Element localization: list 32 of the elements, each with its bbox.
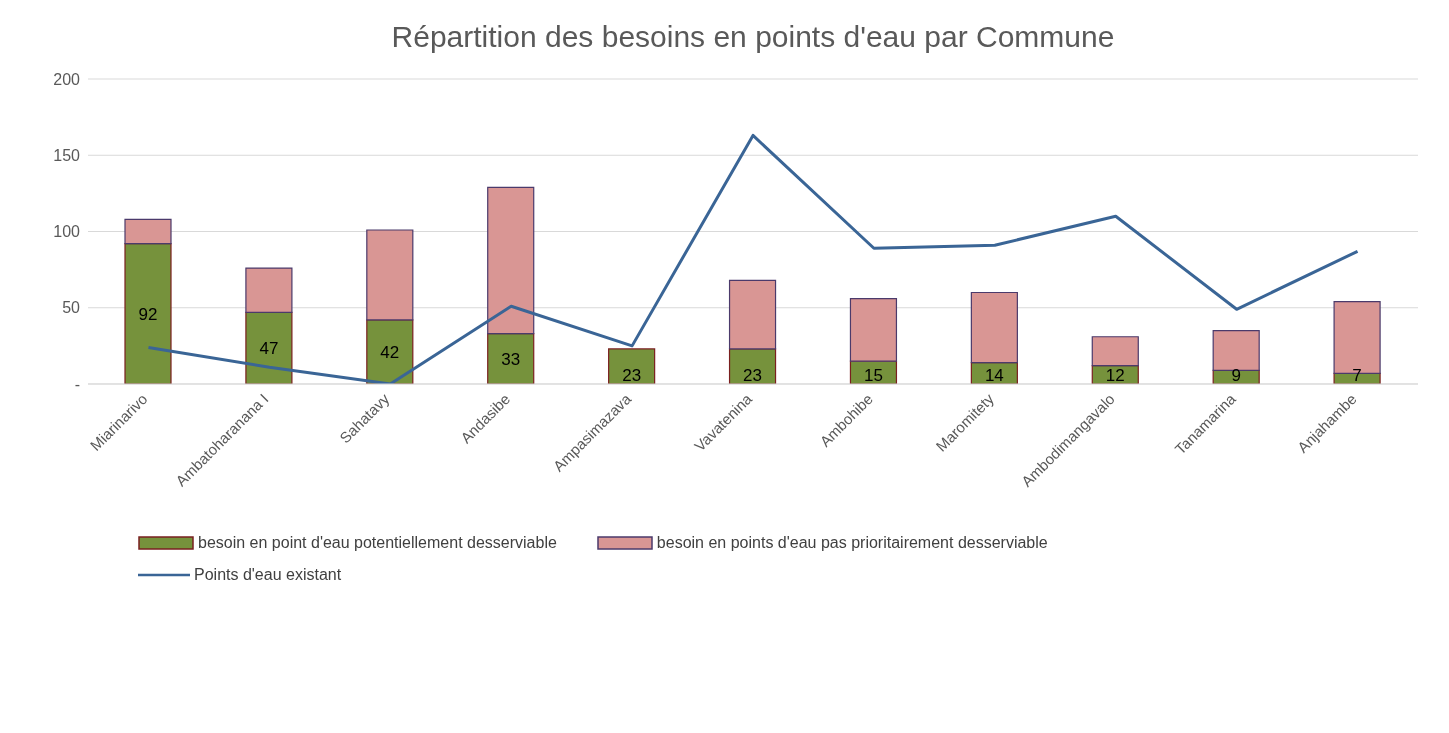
bar <box>245 311 293 384</box>
data-label: 23 <box>743 366 763 385</box>
bar <box>487 333 535 384</box>
y-tick-label: 150 <box>53 146 81 164</box>
legend-label: Points d'eau existant <box>194 566 342 584</box>
y-tick-label: 100 <box>53 223 81 241</box>
bar <box>124 218 172 245</box>
data-label: 47 <box>259 339 279 359</box>
bar <box>849 298 898 362</box>
data-label: 92 <box>138 304 158 324</box>
data-label: 12 <box>1105 366 1125 385</box>
data-label: 14 <box>984 366 1004 385</box>
bar <box>608 348 656 384</box>
data-label: 33 <box>501 349 521 369</box>
bar <box>1212 330 1260 371</box>
bar <box>366 229 414 321</box>
chart-title: Répartition des besoins en points d'eau par Commune <box>390 20 1116 54</box>
bar <box>1091 336 1139 367</box>
data-label: 42 <box>380 342 400 362</box>
data-label: 15 <box>863 366 883 385</box>
y-tick-label: 50 <box>62 299 81 317</box>
data-label: 23 <box>622 366 642 385</box>
bar <box>970 291 1018 364</box>
y-tick-label: 200 <box>53 70 81 88</box>
legend-label: besoin en point d'eau potentiellement desserviable <box>198 534 557 552</box>
bar <box>124 243 172 384</box>
legend-label: besoin en points d'eau pas prioritairement desserviable <box>656 534 1048 552</box>
bar <box>728 279 777 350</box>
bar <box>245 267 293 313</box>
data-label: 9 <box>1231 366 1241 385</box>
y-tick-label: - <box>74 375 80 393</box>
bar <box>487 186 535 335</box>
